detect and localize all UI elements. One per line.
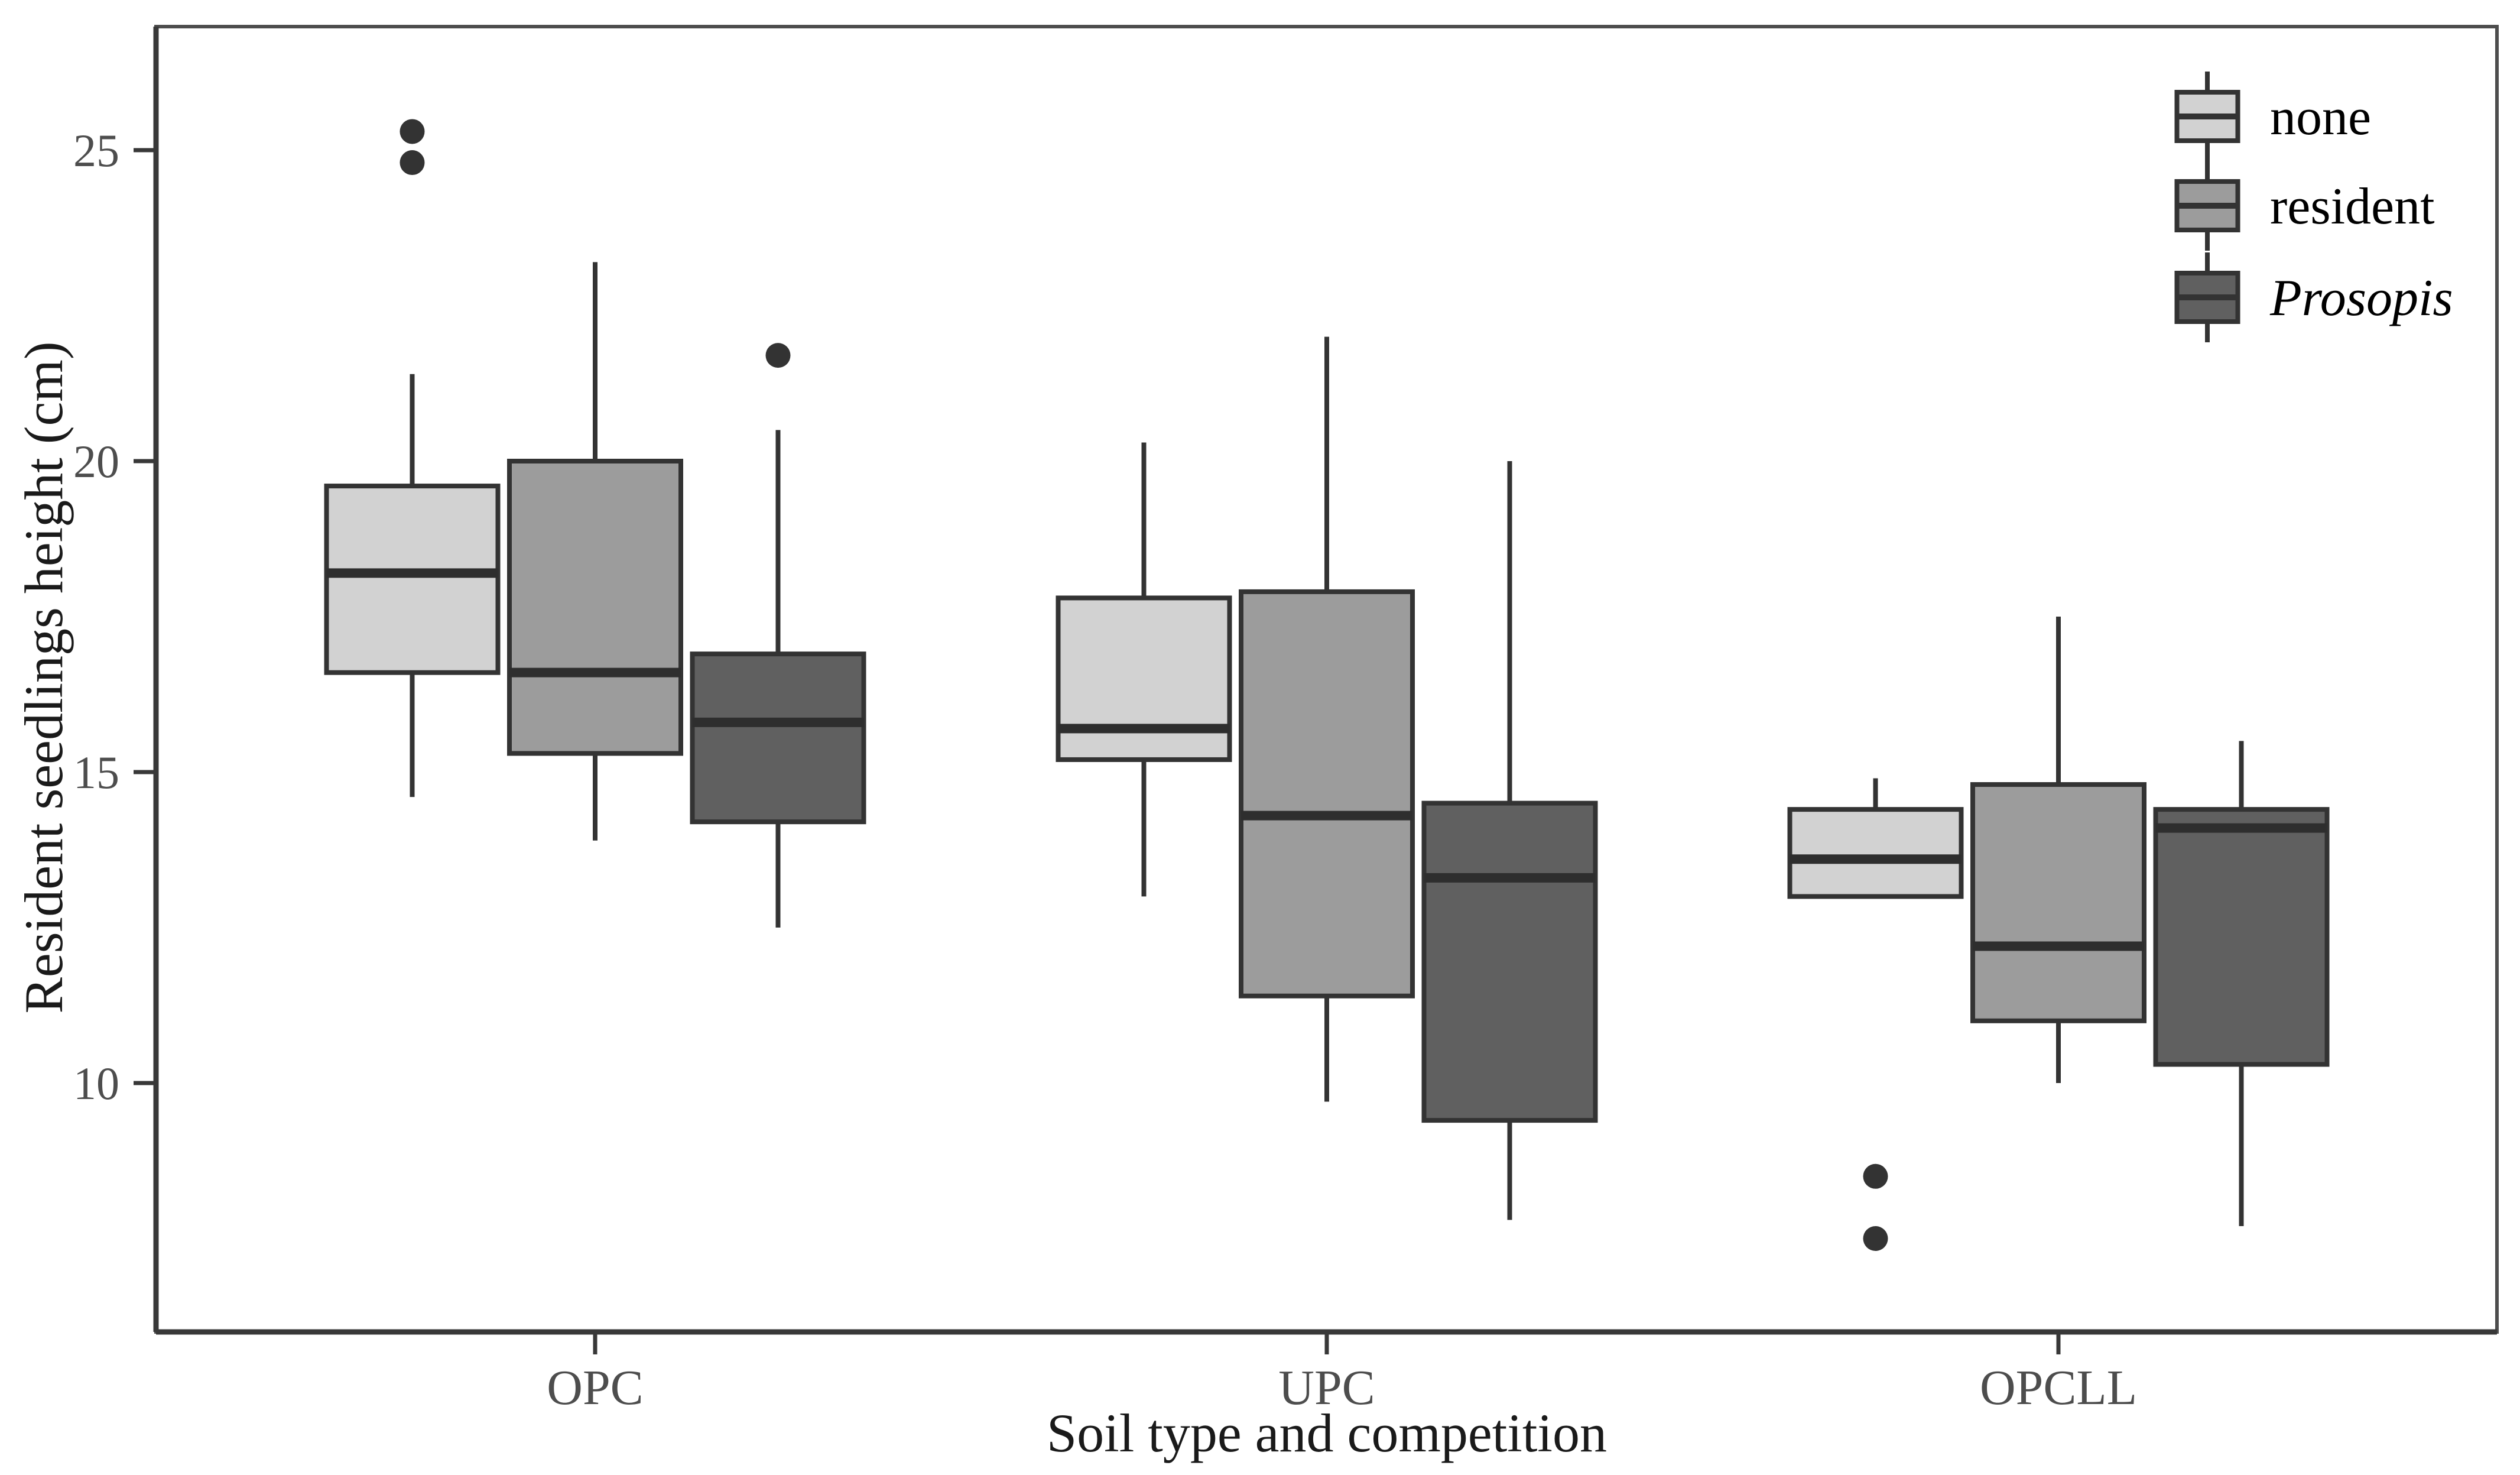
iqr-box	[1239, 589, 1415, 999]
box-none-OPC	[324, 119, 501, 798]
iqr-box	[507, 459, 683, 756]
x-axis-title: Soil type and competition	[1047, 1403, 1607, 1463]
plot-area	[324, 119, 2330, 1251]
y-tick-label: 20	[73, 436, 119, 487]
x-category-label: OPCLL	[1980, 1360, 2137, 1415]
outlier-dot	[400, 150, 425, 176]
y-axis-title: Resident seedlings height (cm)	[14, 342, 74, 1014]
iqr-box	[324, 484, 501, 675]
iqr-box	[1787, 807, 1964, 899]
legend-entry-none: none	[2174, 72, 2371, 161]
y-tick-label: 25	[73, 125, 119, 176]
outlier-dot	[400, 119, 425, 144]
x-category-label: UPC	[1278, 1360, 1375, 1415]
x-category-label: OPC	[547, 1360, 643, 1415]
iqr-box	[1056, 595, 1232, 762]
legend-entry-Prosopis: Prosopis	[2174, 252, 2453, 342]
legend-label: resident	[2270, 178, 2435, 235]
y-tick-label: 15	[73, 747, 119, 798]
legend: none resident Prosopis	[2174, 72, 2453, 342]
box-Prosopis-OPCLL	[2153, 741, 2330, 1226]
box-resident-UPC	[1239, 336, 1415, 1102]
outlier-dot	[1863, 1163, 1888, 1189]
iqr-box	[1421, 800, 1598, 1123]
y-tick-label: 10	[73, 1058, 119, 1109]
legend-label: none	[2270, 89, 2371, 146]
axes: 25 20 15 10 OPC UPC OPCLL	[73, 125, 2137, 1415]
box-Prosopis-UPC	[1421, 461, 1598, 1220]
box-Prosopis-OPC	[690, 343, 866, 928]
box-none-OPCLL	[1787, 778, 1964, 1251]
legend-label: Prosopis	[2269, 270, 2453, 327]
box-resident-OPCLL	[1970, 617, 2146, 1083]
box-resident-OPC	[507, 262, 683, 841]
box-none-UPC	[1056, 442, 1232, 897]
outlier-dot	[765, 343, 791, 368]
legend-entry-resident: resident	[2174, 161, 2435, 251]
iqr-box	[2153, 807, 2330, 1067]
iqr-box	[1970, 782, 2146, 1023]
outlier-dot	[1863, 1226, 1888, 1251]
iqr-box	[690, 651, 866, 825]
